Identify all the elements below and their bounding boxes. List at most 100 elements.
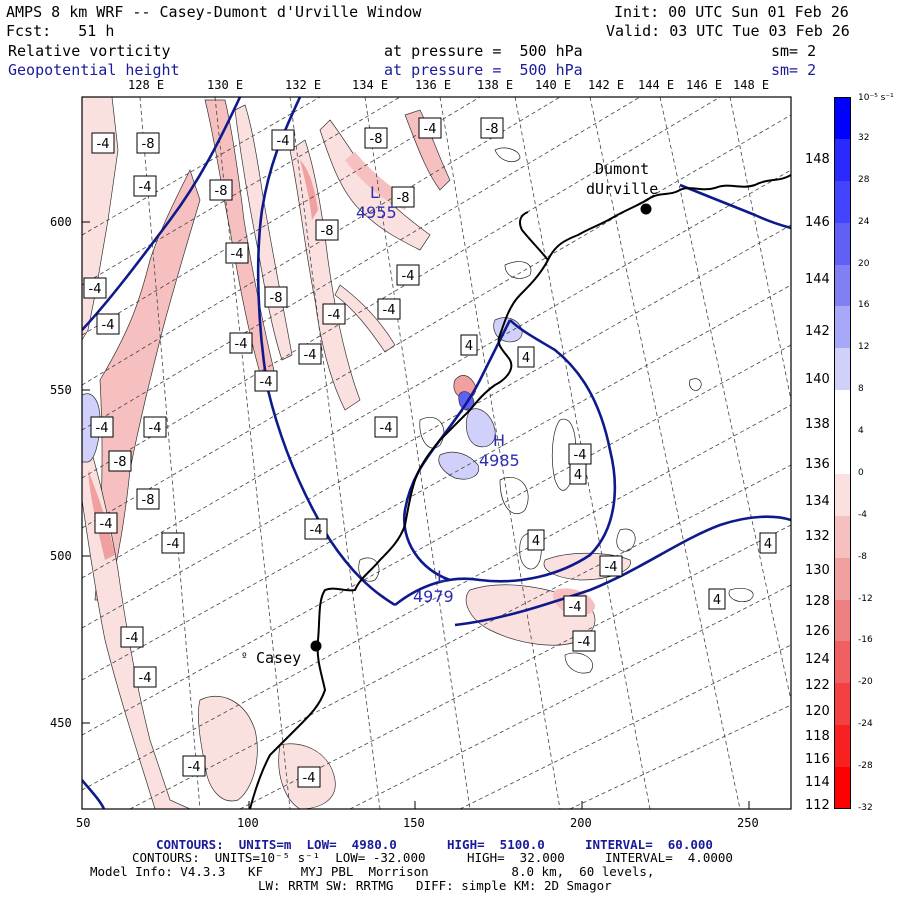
svg-text:-4: -4	[578, 635, 591, 650]
colorbar-label: -16	[858, 635, 873, 646]
svg-text:-4: -4	[310, 523, 323, 538]
colorbar-swatch	[834, 432, 851, 475]
svg-text:-8: -8	[142, 493, 155, 508]
right-axis-label: 138 E	[805, 417, 843, 432]
contour-label: -8	[264, 286, 288, 308]
contour-label: -8	[136, 488, 160, 510]
right-axis-label: 132 E	[805, 529, 843, 544]
vorticity-contours	[358, 147, 754, 674]
contour-label: -4	[298, 343, 322, 365]
top-axis-label: 148 E	[733, 78, 770, 92]
colorbar-swatch	[834, 348, 851, 391]
svg-text:4: 4	[764, 537, 772, 552]
left-axis-label: 450	[50, 716, 72, 730]
colorbar-label: -8	[858, 551, 867, 562]
valid-time: Valid: 03 UTC Tue 03 Feb 26	[606, 22, 850, 40]
top-axis-label: 142 E	[588, 78, 625, 92]
field2-name: Geopotential height	[8, 61, 180, 79]
colorbar-swatch	[834, 97, 851, 140]
colorbar-label: -32	[858, 803, 873, 813]
contour-label: -4	[599, 555, 623, 577]
right-axis-label: 122 E	[805, 678, 843, 693]
contour-label: 4	[708, 588, 726, 610]
svg-text:-4: -4	[328, 308, 341, 323]
right-axis-label: 116 E	[805, 752, 843, 767]
svg-text:-4: -4	[96, 421, 109, 436]
contour-label: -4	[322, 303, 346, 325]
contour-label: -4	[568, 443, 592, 465]
svg-text:-4: -4	[569, 600, 582, 615]
svg-text:-8: -8	[397, 191, 410, 206]
contour-label: -4	[304, 518, 328, 540]
contour-label: -4	[91, 132, 115, 154]
footer-model-info: Model Info: V4.3.3 KF MYJ PBL Morrison 8…	[90, 864, 655, 879]
colorbar-frame	[834, 97, 851, 809]
contour-label: -4	[94, 512, 118, 534]
contour-label: -4	[229, 332, 253, 354]
contour-label: -4	[143, 416, 167, 438]
svg-text:H: H	[493, 431, 505, 450]
contour-label: 4	[759, 532, 777, 554]
footer-vort-contours: CONTOURS: UNITS=10⁻⁵ s⁻¹ LOW= -32.000	[132, 850, 426, 865]
svg-text:-8: -8	[142, 137, 155, 152]
vorticity-fill	[82, 97, 631, 809]
contour-label: -4	[396, 264, 420, 286]
contour-label: -8	[315, 219, 339, 241]
footer-vort-high: HIGH= 32.000	[467, 850, 565, 865]
right-axis-label: 128 E	[805, 594, 843, 609]
svg-text:4979: 4979	[413, 587, 454, 606]
svg-text:-4: -4	[260, 375, 273, 390]
plot-title: AMPS 8 km WRF -- Casey-Dumont d'Urville …	[6, 3, 422, 21]
colorbar-swatch	[834, 641, 851, 684]
svg-text:-4: -4	[89, 282, 102, 297]
colorbar-label: 28	[858, 174, 870, 185]
contour-label: -4	[254, 370, 278, 392]
right-axis-label: 120 E	[805, 704, 843, 719]
svg-text:-4: -4	[605, 560, 618, 575]
casey-label: Casey	[256, 649, 302, 667]
svg-text:-4: -4	[303, 771, 316, 786]
casey-dot: º	[242, 652, 247, 663]
colorbar-swatch	[834, 515, 851, 559]
top-axis-label: 134 E	[352, 78, 389, 92]
right-axis-label: 114 E	[805, 775, 843, 790]
dumont-station-marker	[640, 203, 652, 215]
right-axis-label: 144 E	[805, 272, 843, 287]
right-axis-label: 134 E	[805, 494, 843, 509]
contour-label: -4	[96, 313, 120, 335]
colorbar-label: 4	[858, 426, 864, 437]
bottom-axis-label: 150	[403, 816, 425, 830]
right-axis-label: 126 E	[805, 624, 843, 639]
colorbar-swatch	[834, 390, 851, 433]
field1-name: Relative vorticity	[8, 42, 171, 60]
svg-text:-4: -4	[277, 134, 290, 149]
colorbar-label: -20	[858, 677, 873, 688]
svg-text:-4: -4	[167, 537, 180, 552]
contour-label: 4	[460, 334, 478, 356]
svg-text:-4: -4	[97, 137, 110, 152]
right-axis-label: 146 E	[805, 215, 843, 230]
svg-text:L: L	[370, 183, 379, 202]
contour-label: -4	[377, 298, 401, 320]
left-axis-label: 600	[50, 215, 72, 229]
svg-text:-4: -4	[188, 760, 201, 775]
right-axis-label: 136 E	[805, 457, 843, 472]
colorbar-label: 32	[858, 132, 870, 143]
svg-text:-8: -8	[114, 455, 127, 470]
contour-label: -4	[133, 175, 157, 197]
colorbar-swatch	[834, 557, 851, 601]
colorbar-label: -28	[858, 761, 873, 772]
contour-label: -4	[182, 755, 206, 777]
coast-inlet	[519, 211, 549, 261]
right-axis-label: 140 E	[805, 372, 843, 387]
field2-level: at pressure = 500 hPa	[384, 61, 583, 79]
svg-text:-4: -4	[235, 337, 248, 352]
contour-label: -4	[563, 595, 587, 617]
footer-height-high: HIGH= 5100.0	[447, 837, 545, 852]
svg-text:-4: -4	[424, 122, 437, 137]
colorbar-label: 16	[858, 300, 870, 311]
svg-text:-4: -4	[304, 348, 317, 363]
footer-height-interval: INTERVAL= 60.000	[585, 837, 713, 852]
field2-smoothing: sm= 2	[771, 61, 817, 79]
